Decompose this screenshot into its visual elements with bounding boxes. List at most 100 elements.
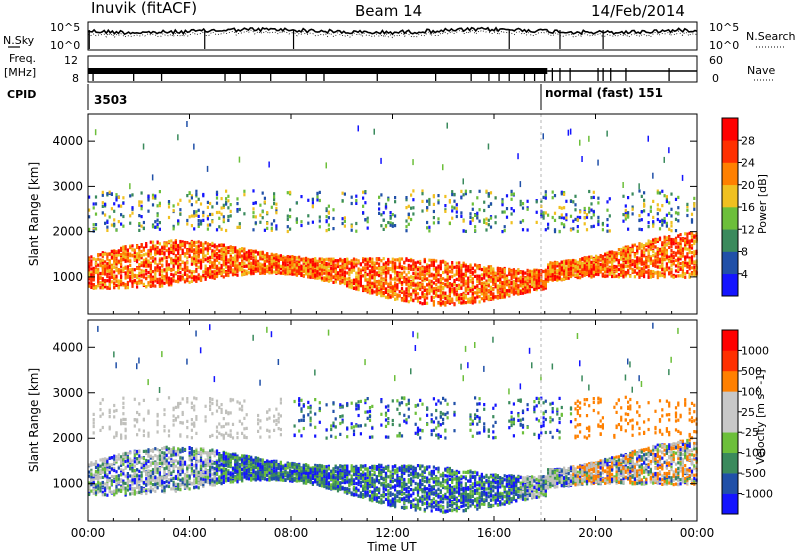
scatter-cell — [106, 279, 109, 283]
scatter-cell — [412, 291, 415, 295]
scatter-cell — [113, 218, 116, 222]
scatter-cell — [460, 214, 463, 218]
scatter-cell — [122, 196, 125, 200]
scatter-cell — [270, 226, 273, 230]
scatter-cell — [106, 257, 109, 261]
scatter-cell — [231, 246, 235, 250]
scatter-cell — [535, 200, 538, 204]
scatter-cell — [487, 274, 490, 278]
scatter-cell — [565, 216, 568, 220]
scatter-cell — [197, 265, 200, 269]
scatter-cell — [227, 218, 230, 222]
scatter-cell — [471, 202, 474, 206]
scatter-cell — [190, 249, 193, 253]
scatter-cell — [97, 253, 100, 257]
scatter-cell — [170, 247, 173, 251]
scatter-cell — [515, 291, 518, 295]
scatter-cell — [120, 270, 123, 274]
scatter-cell — [250, 270, 253, 274]
scatter-cell — [88, 257, 91, 261]
scatter-cell — [460, 277, 463, 281]
scatter-cell — [156, 251, 159, 255]
scatter-cell — [581, 257, 584, 261]
scatter-cell — [186, 222, 189, 226]
scatter-cell — [177, 274, 180, 279]
scatter-cell — [165, 271, 168, 275]
scatter-cell — [567, 259, 570, 263]
scatter-cell — [585, 228, 589, 232]
scatter-cell — [222, 205, 225, 210]
scatter-cell — [435, 269, 438, 273]
scatter-cell — [133, 250, 136, 254]
scatter-cell — [407, 281, 410, 286]
scatter-cell — [309, 261, 312, 265]
scatter-cell — [432, 258, 435, 262]
scatter-cell — [512, 209, 515, 213]
scatter-cell — [298, 271, 301, 276]
scatter-cell — [604, 264, 607, 268]
scatter-cell — [126, 269, 129, 273]
scatter-cell — [218, 243, 221, 247]
scatter-cell — [346, 271, 349, 275]
scatter-cell — [565, 271, 568, 275]
scatter-cell — [384, 224, 388, 228]
scatter-cell — [339, 273, 342, 277]
scatter-cell — [396, 283, 399, 287]
scatter-cell — [540, 279, 543, 283]
scatter-cell — [405, 277, 408, 281]
scatter-cell — [300, 223, 303, 228]
scatter-cell — [275, 227, 278, 231]
scatter-cell — [348, 277, 351, 281]
scatter-cell — [544, 277, 547, 281]
scatter-cell — [284, 257, 287, 261]
scatter-cell — [572, 261, 575, 265]
scatter-cell — [485, 279, 488, 283]
scatter-cell — [515, 283, 518, 287]
scatter-cell — [188, 270, 191, 274]
scatter-cell — [535, 286, 538, 290]
scatter-cell — [499, 277, 502, 281]
scatter-cell — [92, 266, 95, 270]
scatter-cell — [174, 279, 177, 283]
scatter-cell — [537, 285, 541, 290]
scatter-cell — [416, 268, 420, 272]
scatter-cell — [526, 290, 529, 294]
scatter-cell — [133, 273, 136, 277]
scatter-cell — [195, 247, 198, 251]
scatter-cell — [553, 218, 557, 222]
scatter-cell — [318, 276, 321, 280]
scatter-cell — [503, 268, 506, 272]
scatter-cell — [489, 275, 493, 279]
scatter-cell — [110, 265, 113, 269]
scatter-cell — [165, 266, 168, 270]
scatter-cell — [542, 216, 545, 220]
scatter-cell — [220, 248, 223, 252]
scatter-cell — [167, 267, 171, 271]
scatter-cell — [355, 286, 358, 290]
scatter-cell — [236, 253, 239, 257]
scatter-cell — [154, 266, 157, 270]
scatter-cell — [259, 250, 262, 254]
scatter-cell — [560, 213, 563, 217]
scatter-cell — [453, 287, 456, 291]
scatter-cell — [398, 274, 401, 278]
scatter-cell — [362, 196, 365, 200]
scatter-cell — [179, 212, 182, 216]
scatter-cell — [129, 277, 132, 281]
scatter-cell — [460, 263, 463, 268]
scatter-cell — [364, 258, 367, 262]
scatter-cell — [323, 271, 326, 275]
scatter-cell — [501, 203, 504, 207]
scatter-cell — [357, 271, 360, 275]
scatter-cell — [588, 265, 591, 269]
scatter-cell — [428, 291, 431, 295]
scatter-cell — [318, 198, 321, 203]
scatter-cell — [471, 272, 474, 276]
scatter-cell — [547, 222, 550, 226]
scatter-cell — [138, 254, 141, 258]
scatter-cell — [362, 257, 365, 261]
scatter-cell — [327, 258, 330, 262]
freq-label: Freq. — [9, 52, 36, 65]
scatter-cell — [270, 252, 273, 256]
